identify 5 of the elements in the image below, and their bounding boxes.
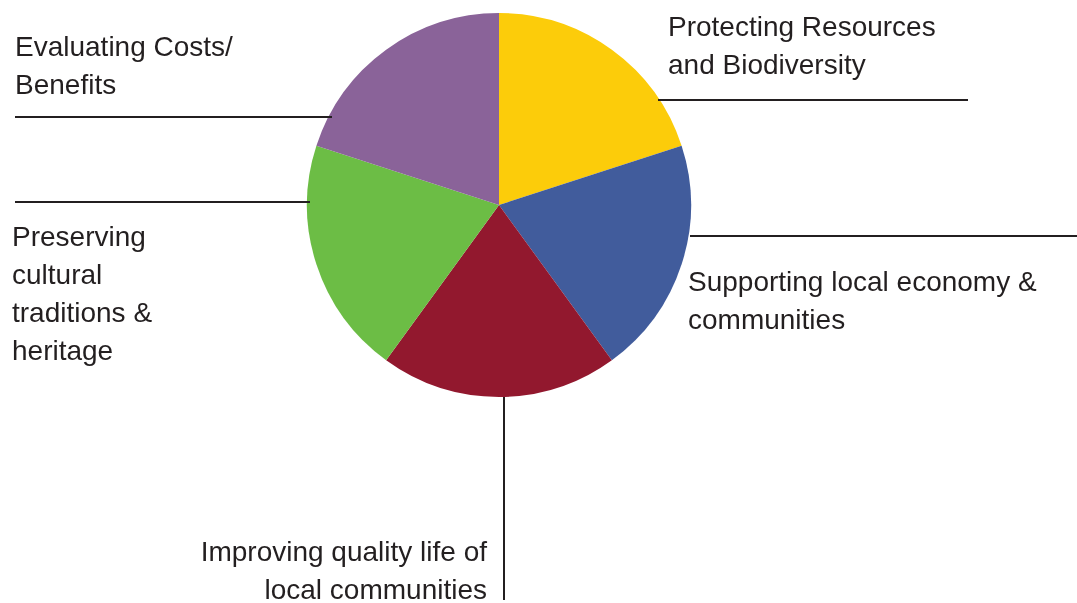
slice-label: Protecting Resources and Biodiversity — [668, 10, 936, 80]
slice-label: Preserving cultural traditions & heritage — [12, 220, 153, 366]
slice-label: Evaluating Costs/ Benefits — [15, 30, 234, 100]
slice-label: Improving quality life of local communities — [200, 535, 488, 603]
slice-label: Supporting local economy & communities — [688, 265, 1037, 335]
